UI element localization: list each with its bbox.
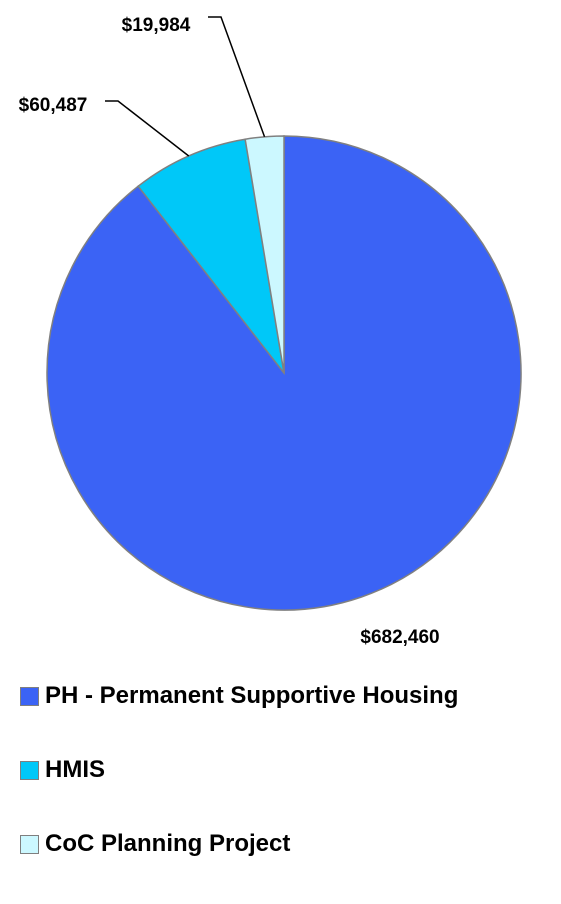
leader-lines <box>105 16 266 157</box>
legend-swatch-coc <box>20 834 39 854</box>
leader-line-coc-planning-project <box>208 16 266 138</box>
legend-label: HMIS <box>45 756 105 783</box>
legend-label: CoC Planning Project <box>45 830 291 857</box>
data-label-coc-planning-project: $19,984 <box>122 15 191 36</box>
leader-line-hmis <box>105 100 190 157</box>
legend-item-ph-permanent-supportive-housing: PH - Permanent Supportive Housing <box>20 682 458 710</box>
data-label-ph-permanent-supportive-housing: $682,460 <box>360 627 439 648</box>
legend-swatch-ph <box>20 686 39 706</box>
legend-item-coc-planning-project: CoC Planning Project <box>20 830 458 858</box>
pie-slice-coc-planning-project <box>244 135 285 374</box>
pie-slices <box>46 135 522 611</box>
legend: PH - Permanent Supportive Housing HMIS C… <box>20 682 458 904</box>
legend-item-hmis: HMIS <box>20 756 458 784</box>
pie-chart: $682,460 $60,487 $19,984 <box>19 15 522 648</box>
data-label-hmis: $60,487 <box>19 95 88 116</box>
legend-label: PH - Permanent Supportive Housing <box>45 682 459 709</box>
data-labels: $682,460 $60,487 $19,984 <box>19 15 440 648</box>
legend-swatch-hmis <box>20 760 39 780</box>
